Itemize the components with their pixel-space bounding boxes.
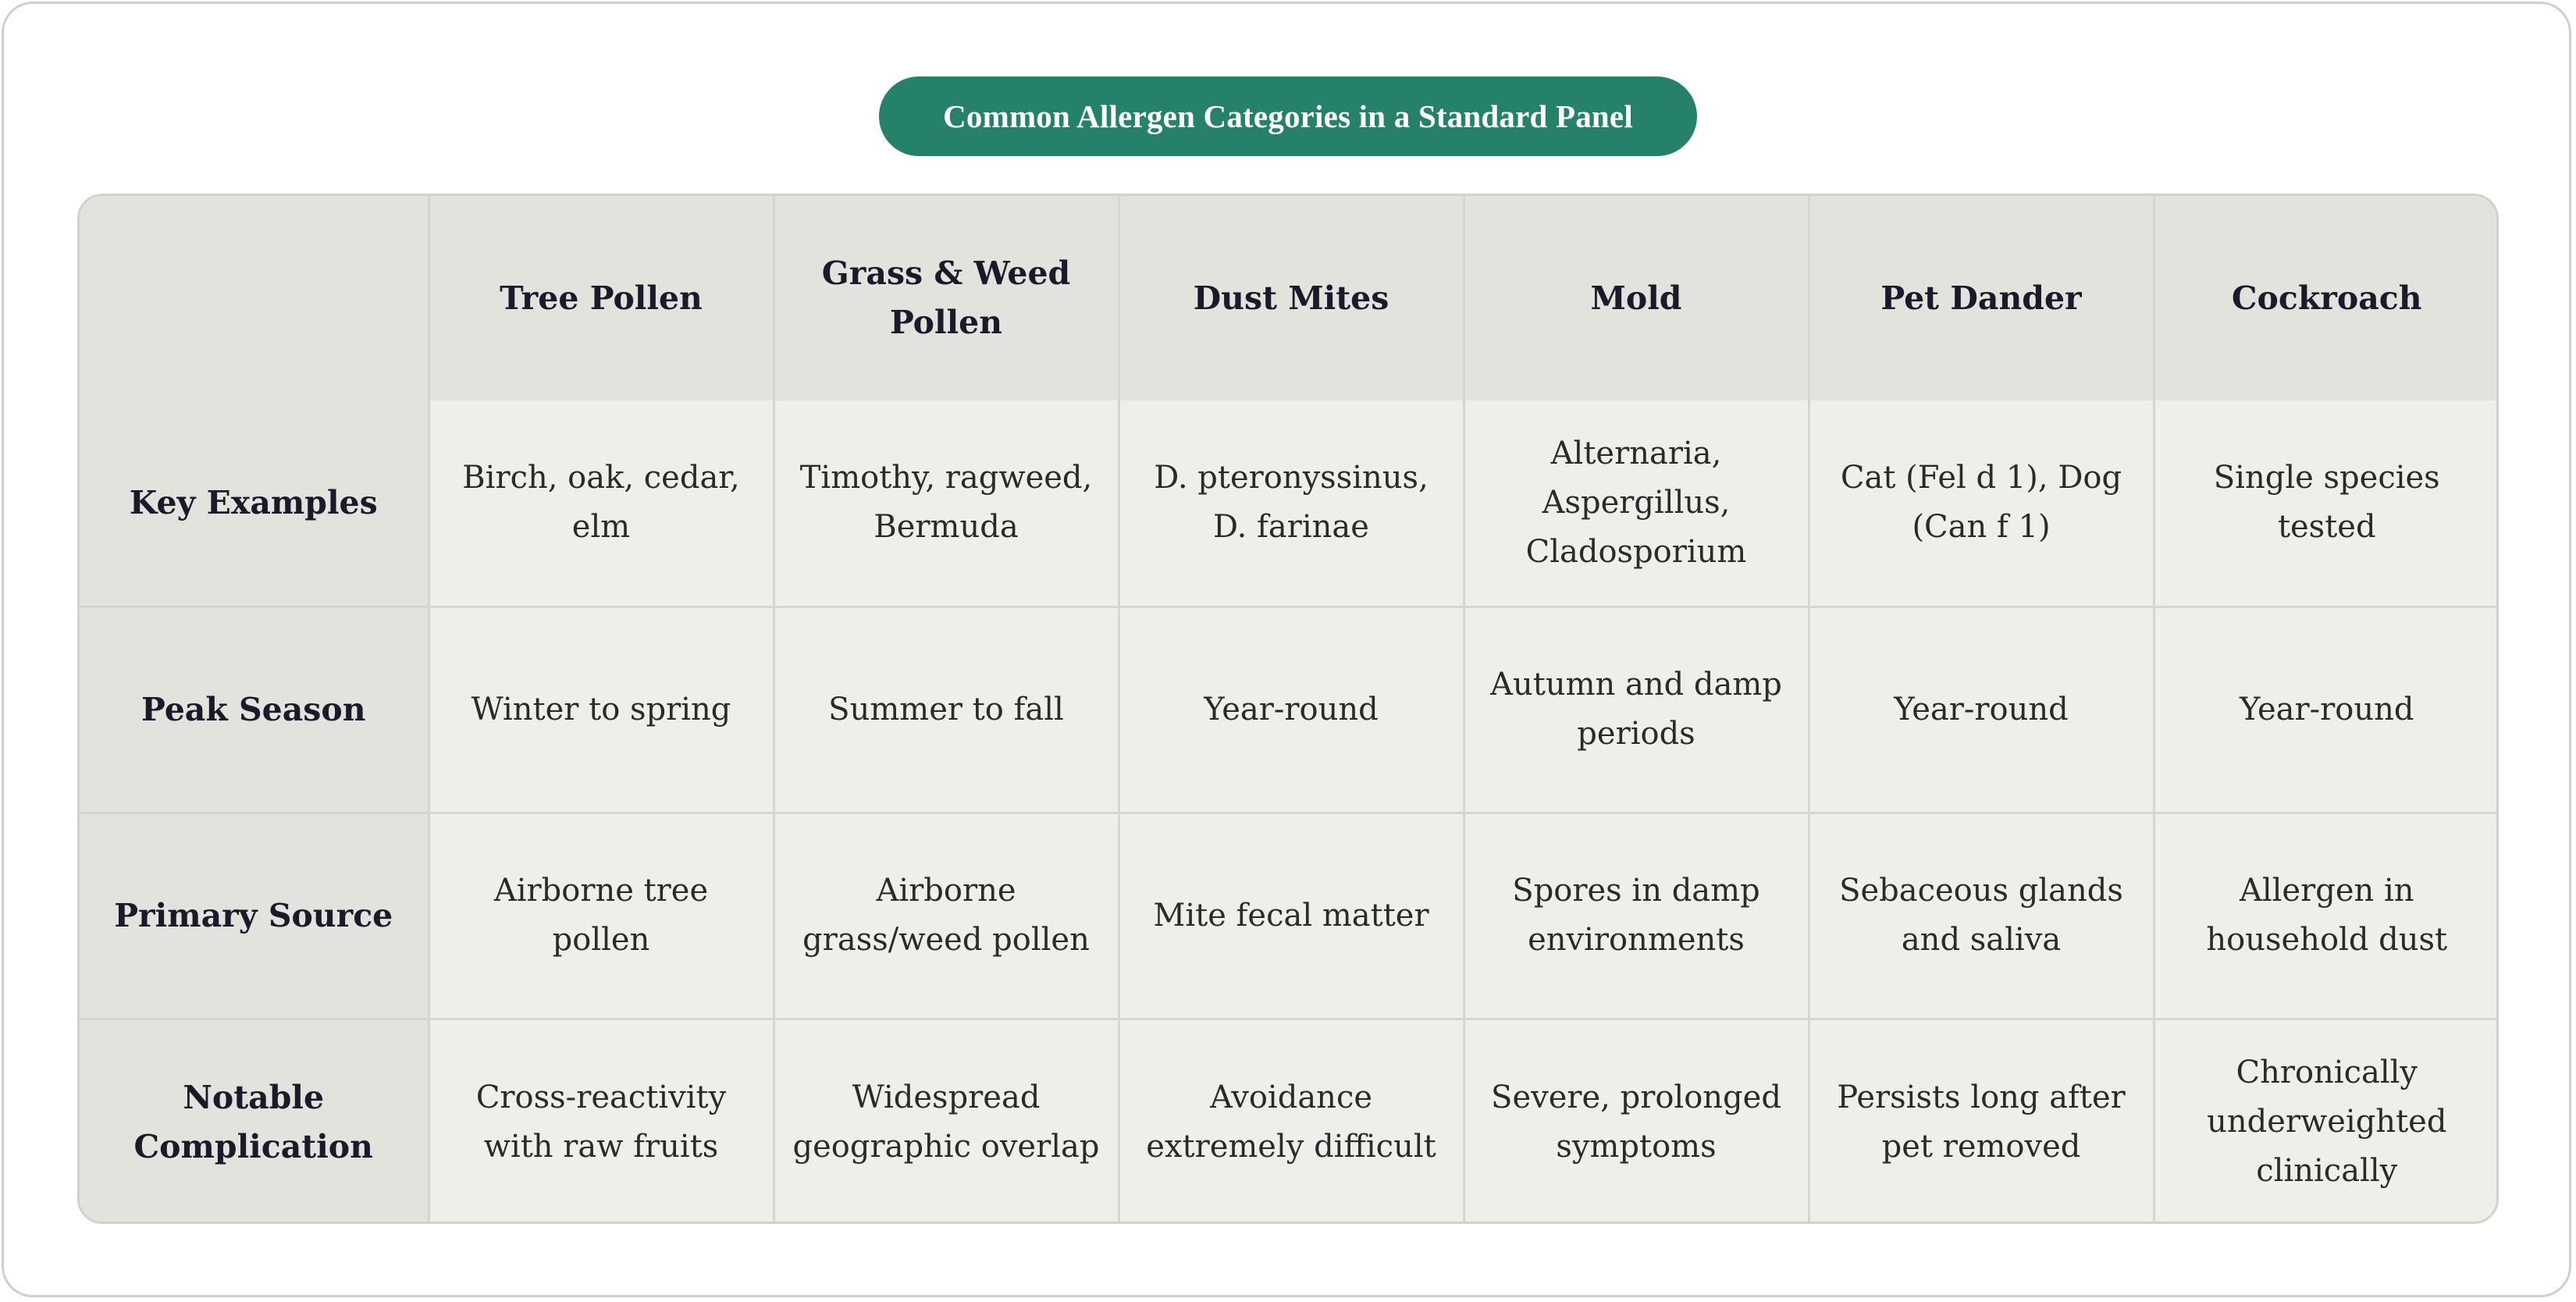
corner-cell	[80, 196, 430, 400]
column-header-cockroach: Cockroach	[2154, 196, 2496, 400]
allergen-table: Tree Pollen Grass & Weed Pollen Dust Mit…	[80, 196, 2496, 1222]
table-cell: Sebaceous glands and saliva	[1809, 813, 2155, 1020]
table-row: Key Examples Birch, oak, cedar, elm Timo…	[80, 400, 2496, 608]
page-title: Common Allergen Categories in a Standard…	[879, 76, 1697, 156]
table-cell: Cat (Fel d 1), Dog (Can f 1)	[1809, 400, 2155, 608]
table-cell: Avoidance extremely difficult	[1119, 1019, 1465, 1222]
column-header-tree-pollen: Tree Pollen	[429, 196, 775, 400]
table-cell: Spores in damp environments	[1464, 813, 1810, 1020]
table-cell: Airborne grass/weed pollen	[774, 813, 1120, 1020]
column-header-dust-mites: Dust Mites	[1119, 196, 1465, 400]
table-cell: Airborne tree pollen	[429, 813, 775, 1020]
table-row: Primary Source Airborne tree pollen Airb…	[80, 813, 2496, 1020]
table-cell: Winter to spring	[429, 607, 775, 814]
table-cell: Year-round	[2154, 607, 2496, 814]
table-cell: Severe, prolonged symptoms	[1464, 1019, 1810, 1222]
row-label-primary-source: Primary Source	[80, 813, 430, 1020]
table-row: Peak Season Winter to spring Summer to f…	[80, 607, 2496, 814]
table-cell: Summer to fall	[774, 607, 1120, 814]
column-header-mold: Mold	[1464, 196, 1810, 400]
table-cell: Persists long after pet removed	[1809, 1019, 2155, 1222]
table-cell: Allergen in household dust	[2154, 813, 2496, 1020]
row-label-notable-complication: Notable Complication	[80, 1019, 430, 1222]
allergen-table-container: Tree Pollen Grass & Weed Pollen Dust Mit…	[77, 194, 2499, 1224]
table-cell: Alternaria, Aspergillus, Cladosporium	[1464, 400, 1810, 608]
table-cell: Chronically underweighted clinically	[2154, 1019, 2496, 1222]
column-header-pet-dander: Pet Dander	[1809, 196, 2155, 400]
table-row: Notable Complication Cross-reactivity wi…	[80, 1019, 2496, 1222]
table-cell: Year-round	[1119, 607, 1465, 814]
table-cell: Timothy, ragweed, Bermuda	[774, 400, 1120, 608]
table-cell: Birch, oak, cedar, elm	[429, 400, 775, 608]
table-cell: Widespread geographic overlap	[774, 1019, 1120, 1222]
column-header-grass-weed-pollen: Grass & Weed Pollen	[774, 196, 1120, 400]
table-cell: Autumn and damp periods	[1464, 607, 1810, 814]
row-label-peak-season: Peak Season	[80, 607, 430, 814]
header-row: Tree Pollen Grass & Weed Pollen Dust Mit…	[80, 196, 2496, 400]
table-cell: Cross-reactivity with raw fruits	[429, 1019, 775, 1222]
row-label-key-examples: Key Examples	[80, 400, 430, 608]
table-cell: Year-round	[1809, 607, 2155, 814]
table-cell: D. pteronyssinus, D. farinae	[1119, 400, 1465, 608]
table-cell: Single species tested	[2154, 400, 2496, 608]
table-cell: Mite fecal matter	[1119, 813, 1465, 1020]
